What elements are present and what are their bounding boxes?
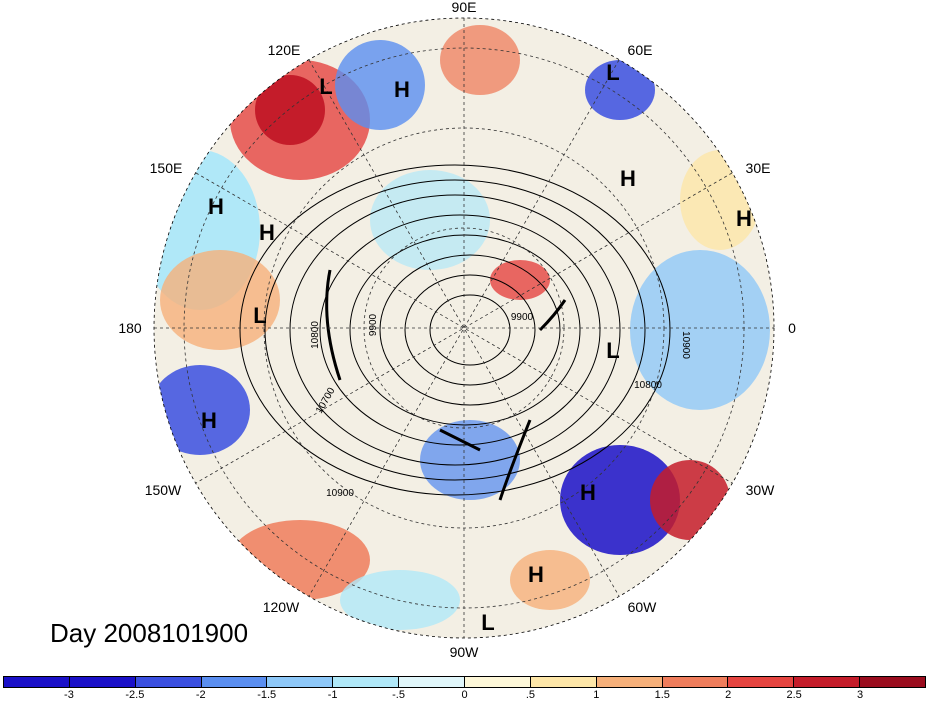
high-pressure-marker: H [201,408,217,433]
low-pressure-marker: L [481,610,494,635]
colorbar-swatch [860,677,926,687]
lon-label-150w: 150W [145,482,182,498]
longitude-labels: 90E 120E 60E 150E 30E 180 0 150W 30W 120… [118,0,796,660]
colorbar [3,676,926,688]
pressure-systems: L H L H H H H L L H H H L [201,60,752,635]
contour-label: 10800 [310,321,321,349]
colorbar-tick-label: -1.5 [257,689,277,701]
high-pressure-marker: H [736,206,752,231]
colorbar-swatch [662,677,729,687]
lon-label-120w: 120W [263,599,300,615]
colorbar-swatch [465,677,531,687]
low-pressure-marker: L [606,60,619,85]
lon-label-90e: 90E [452,0,477,15]
anomaly-field [154,18,774,638]
colorbar-swatch [135,677,202,687]
low-pressure-marker: L [319,74,332,99]
colorbar-tick-label: .5 [525,689,536,701]
colorbar-swatch [267,677,334,687]
colorbar-tick-label: 0 [461,689,468,701]
high-pressure-marker: H [394,77,410,102]
colorbar-tick-label: -3 [64,689,74,701]
high-pressure-marker: H [259,220,275,245]
lon-label-120e: 120E [268,42,301,58]
lon-label-150e: 150E [150,160,183,176]
high-pressure-marker: H [208,194,224,219]
low-pressure-marker: L [253,303,266,328]
colorbar-swatch [333,677,400,687]
contour-label: 9900 [368,313,379,336]
high-pressure-marker: H [620,166,636,191]
colorbar-swatch [530,677,597,687]
map-title: Day 2008101900 [50,618,249,648]
globe-border [153,17,775,639]
colorbar-tick-labels: -3 -2.5 -2 -1.5 -1 -.5 0 .5 1 1.5 2 2.5 3 [3,689,926,702]
colorbar-tick-label: -2 [195,689,206,701]
lon-label-60w: 60W [628,599,658,615]
colorbar-swatch [4,677,70,687]
lon-label-30w: 30W [746,482,776,498]
contour-label: 10800 [634,380,662,391]
colorbar-swatch [399,677,466,687]
lon-label-180: 180 [118,320,142,336]
colorbar-tick-label: 3 [857,689,864,701]
contour-label: 10900 [326,488,354,499]
colorbar-tick-label: 2 [725,689,732,701]
lon-label-30e: 30E [746,160,771,176]
contour-label: 9900 [511,312,534,323]
colorbar-tick-label: -1 [327,689,338,701]
colorbar-tick-label: 2.5 [786,689,802,701]
low-pressure-marker: L [606,338,619,363]
lon-label-0: 0 [788,320,796,336]
colorbar-tick-label: -2.5 [125,689,145,701]
high-pressure-marker: H [580,480,596,505]
colorbar-swatch [728,677,795,687]
colorbar-swatch [794,677,861,687]
contour-label: 10900 [680,331,691,359]
colorbar-swatch [69,677,136,687]
colorbar-tick-label: -.5 [392,689,405,701]
lon-label-90w: 90W [450,644,480,660]
colorbar-tick-label: 1 [593,689,600,701]
colorbar-swatch [596,677,663,687]
lon-label-60e: 60E [628,42,653,58]
high-pressure-marker: H [528,562,544,587]
colorbar-swatch [201,677,268,687]
colorbar-tick-label: 1.5 [654,689,670,701]
